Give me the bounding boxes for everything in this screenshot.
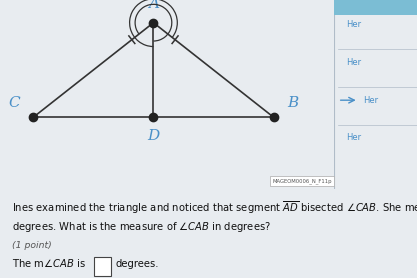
Text: Her: Her: [346, 133, 361, 143]
Text: degrees.: degrees.: [115, 259, 159, 269]
Text: Her: Her: [363, 96, 378, 105]
Text: (1 point): (1 point): [13, 241, 52, 250]
Text: Her: Her: [346, 58, 361, 67]
Text: B: B: [287, 96, 298, 110]
Text: degrees. What is the measure of $\angle CAB$ in degrees?: degrees. What is the measure of $\angle …: [13, 220, 271, 234]
Text: D: D: [147, 128, 160, 143]
Text: MAGEOM0006_N_F11p: MAGEOM0006_N_F11p: [272, 178, 332, 183]
Text: Ines examined the triangle and noticed that segment $\overline{AD}$ bisected $\a: Ines examined the triangle and noticed t…: [13, 200, 417, 216]
Text: C: C: [8, 96, 20, 110]
Bar: [334, 0, 417, 15]
Text: The m$\angle CAB$ is: The m$\angle CAB$ is: [13, 257, 86, 269]
Text: Her: Her: [346, 20, 361, 29]
FancyBboxPatch shape: [94, 257, 111, 276]
Text: A: A: [148, 0, 159, 11]
